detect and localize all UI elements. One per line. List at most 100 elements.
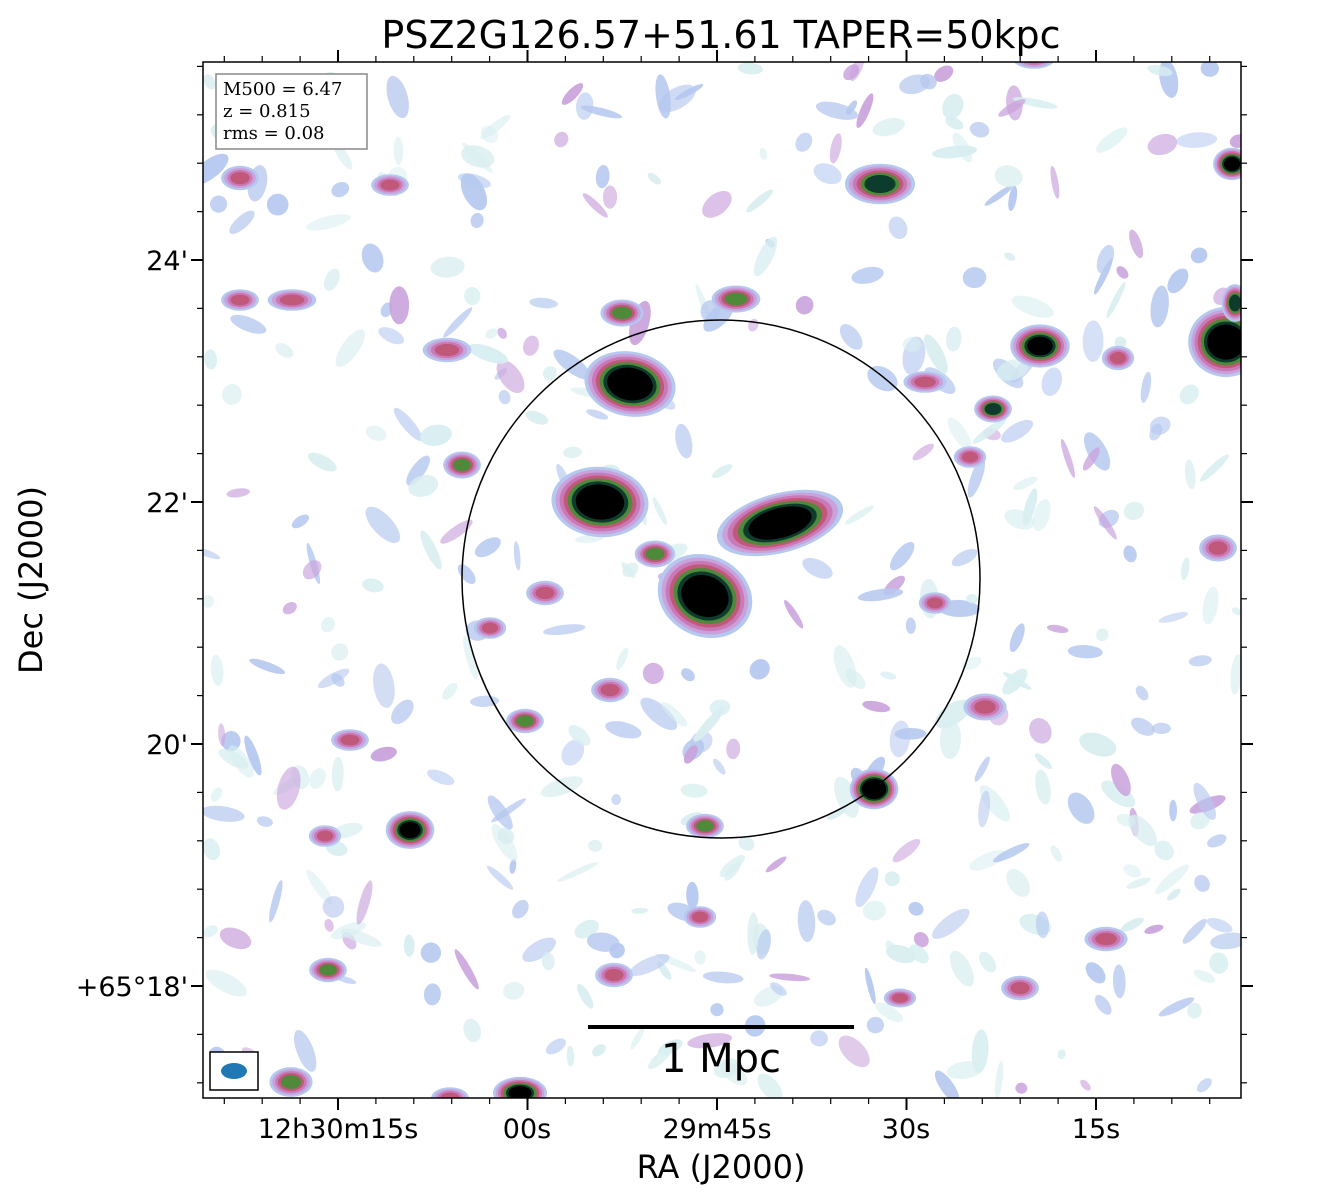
- noise-patch: [1230, 654, 1241, 695]
- noise-patch: [302, 560, 322, 580]
- radio-source: [883, 988, 917, 1008]
- noise-patch: [509, 858, 517, 874]
- noise-patch: [463, 1018, 482, 1043]
- noise-patch: [813, 163, 842, 185]
- source-contour: [1208, 541, 1228, 555]
- noise-patch: [971, 1029, 989, 1074]
- noise-patch: [485, 328, 498, 339]
- noise-patch: [686, 881, 699, 910]
- source-contour: [645, 547, 665, 561]
- noise-patch: [203, 805, 245, 822]
- noise-patch: [902, 336, 921, 352]
- noise-patch: [844, 505, 874, 525]
- noise-patch: [1011, 295, 1054, 318]
- source-contour: [316, 830, 334, 842]
- stat-m500: M500 = 6.47: [223, 79, 342, 100]
- noise-patch: [1150, 285, 1169, 328]
- noise-patch: [630, 1027, 645, 1050]
- noise-patch: [230, 314, 267, 334]
- axis-ticks: [191, 50, 1253, 1110]
- noise-patch: [934, 65, 954, 82]
- noise-patch: [884, 871, 900, 887]
- beam-marker: [209, 1051, 259, 1091]
- noise-patch: [1199, 454, 1229, 482]
- source-contour: [696, 820, 714, 832]
- x-tick-label-3: 30s: [882, 1114, 930, 1145]
- radio-source: [1084, 926, 1128, 952]
- noise-patch: [324, 919, 334, 932]
- noise-patch: [694, 950, 706, 965]
- noise-patch: [306, 214, 351, 231]
- noise-patch: [373, 663, 395, 708]
- noise-patch: [756, 929, 772, 960]
- source-contour: [1027, 336, 1053, 356]
- noise-patch: [709, 699, 731, 716]
- noise-patch: [1181, 557, 1190, 581]
- noise-patch: [1001, 419, 1034, 443]
- noise-patch: [856, 93, 874, 129]
- noise-patch: [1101, 780, 1136, 808]
- noise-patch: [553, 349, 591, 380]
- source-contour: [579, 487, 621, 517]
- noise-patch: [323, 268, 340, 291]
- noise-patch: [605, 721, 642, 739]
- noise-patch: [629, 953, 670, 977]
- noise-patch: [522, 937, 557, 962]
- noise-patch: [648, 1048, 672, 1070]
- noise-patch: [554, 131, 569, 148]
- radio-source: [918, 592, 952, 614]
- noise-patch: [720, 1061, 748, 1086]
- noise-patch: [1116, 266, 1129, 279]
- noise-patch: [1060, 438, 1075, 478]
- noise-patch: [1193, 969, 1216, 983]
- noise-patch: [266, 193, 289, 216]
- noise-patch: [218, 723, 226, 746]
- noise-patch: [1194, 874, 1210, 892]
- noise-patch: [611, 794, 621, 805]
- noise-patch: [702, 971, 744, 984]
- noise-patch: [894, 727, 927, 740]
- noise-patch: [702, 190, 732, 218]
- source-contour: [974, 700, 996, 714]
- noise-patch: [680, 783, 708, 798]
- noise-patch: [320, 617, 336, 633]
- noise-patch: [1190, 812, 1210, 830]
- noise-patch: [226, 488, 250, 498]
- noise-patch: [815, 101, 859, 120]
- noise-patch: [1096, 628, 1109, 642]
- source-contour: [1223, 157, 1241, 171]
- radio-source: [1213, 147, 1241, 181]
- noise-patch: [545, 1038, 566, 1055]
- noise-patch: [683, 745, 698, 764]
- noise-patch: [770, 982, 787, 996]
- noise-patch: [1179, 384, 1199, 405]
- noise-patch: [335, 329, 365, 368]
- noise-patch: [282, 602, 297, 615]
- noise-patch: [1034, 753, 1052, 770]
- noise-patch: [361, 243, 384, 273]
- noise-patch: [1050, 165, 1060, 199]
- source-contour: [1010, 981, 1030, 995]
- noise-patch: [969, 121, 990, 138]
- noise-patch: [393, 136, 404, 165]
- y-tick-label-3: 24': [146, 246, 188, 277]
- noise-patch: [962, 267, 987, 289]
- radio-source: [385, 811, 435, 849]
- noise-patch: [757, 1073, 783, 1098]
- noise-patch: [457, 173, 491, 189]
- noise-patch: [580, 105, 622, 119]
- noise-patch: [1009, 623, 1025, 653]
- noise-patch: [602, 185, 618, 209]
- noise-patch: [681, 668, 695, 682]
- noise-patch: [588, 839, 603, 852]
- radio-source: [551, 466, 649, 538]
- source-contour: [691, 911, 709, 923]
- noise-patch: [905, 617, 916, 634]
- noise-patch: [229, 210, 255, 235]
- noise-patch: [802, 557, 833, 579]
- noise-patch: [203, 547, 221, 560]
- noise-patch: [924, 334, 948, 374]
- noise-patch: [810, 1030, 828, 1047]
- noise-patch: [306, 869, 334, 906]
- y-tick-label-0: +65°18': [76, 972, 188, 1003]
